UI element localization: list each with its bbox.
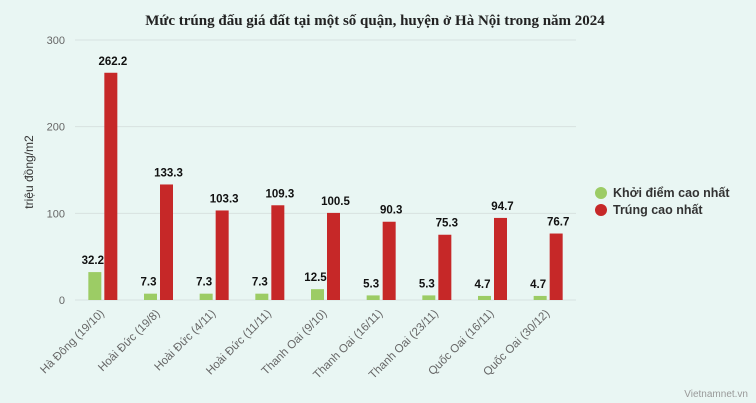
- bar-winning-price[interactable]: [382, 221, 396, 300]
- data-label: 109.3: [265, 188, 294, 200]
- chart-title: Mức trúng đấu giá đất tại một số quận, h…: [145, 13, 605, 29]
- y-tick-label: 0: [59, 295, 65, 307]
- bar-winning-price[interactable]: [215, 210, 229, 300]
- data-label: 103.3: [210, 193, 239, 205]
- legend-label[interactable]: Khởi điểm cao nhất: [613, 186, 730, 200]
- bar-winning-price[interactable]: [327, 212, 340, 300]
- y-tick-label: 300: [47, 35, 65, 47]
- data-label: 7.3: [252, 277, 268, 289]
- gridlines: [75, 39, 576, 301]
- bar-starting-price[interactable]: [144, 293, 157, 300]
- legend-marker[interactable]: [595, 187, 607, 199]
- y-tick-label: 100: [47, 208, 65, 220]
- y-axis-ticks: 0 100 200 300: [47, 35, 65, 307]
- bar-winning-price[interactable]: [160, 184, 173, 300]
- bar-starting-price[interactable]: [366, 295, 380, 300]
- bar-starting-price[interactable]: [478, 295, 491, 300]
- bar-starting-price[interactable]: [255, 293, 269, 300]
- legend-label[interactable]: Trúng cao nhất: [613, 203, 703, 217]
- data-label: 133.3: [154, 167, 183, 179]
- data-label: 75.3: [436, 218, 458, 230]
- source-credit: Vietnamnet.vn: [684, 389, 748, 400]
- bar-starting-price[interactable]: [311, 289, 324, 300]
- data-labels: 32.2 262.2 7.3 133.3 7.3 103.3 7.3 109.3 12.5 100…: [82, 56, 570, 291]
- bar-starting-price[interactable]: [422, 295, 436, 300]
- legend[interactable]: Khởi điểm cao nhất Trúng cao nhất: [595, 186, 730, 217]
- y-tick-label: 200: [47, 122, 65, 134]
- data-label: 4.7: [475, 279, 491, 291]
- legend-marker[interactable]: [595, 204, 607, 216]
- data-label: 12.5: [304, 272, 327, 284]
- bar-starting-price[interactable]: [199, 293, 213, 300]
- bar-starting-price[interactable]: [88, 272, 102, 300]
- bar-winning-price[interactable]: [494, 217, 507, 300]
- data-label: 90.3: [380, 205, 402, 217]
- bar-winning-price[interactable]: [438, 234, 452, 300]
- data-label: 4.7: [530, 279, 546, 291]
- bar-winning-price[interactable]: [104, 72, 118, 300]
- data-label: 5.3: [419, 278, 435, 290]
- data-label: 100.5: [321, 196, 350, 208]
- y-axis-label: triệu đồng/m2: [22, 135, 36, 209]
- data-label: 7.3: [196, 277, 212, 289]
- data-label: 262.2: [98, 56, 127, 68]
- bars: [88, 72, 563, 300]
- data-label: 76.7: [547, 217, 569, 229]
- data-label: 7.3: [141, 277, 157, 289]
- bar-winning-price[interactable]: [271, 205, 285, 300]
- bar-winning-price[interactable]: [549, 233, 563, 300]
- data-label: 5.3: [363, 278, 379, 290]
- x-axis-ticks: Hà Đông (19/10)Hoài Đức (19/8)Hoài Đức (…: [38, 308, 552, 382]
- bar-starting-price[interactable]: [533, 295, 547, 300]
- data-label: 94.7: [491, 201, 513, 213]
- data-label: 32.2: [82, 255, 104, 267]
